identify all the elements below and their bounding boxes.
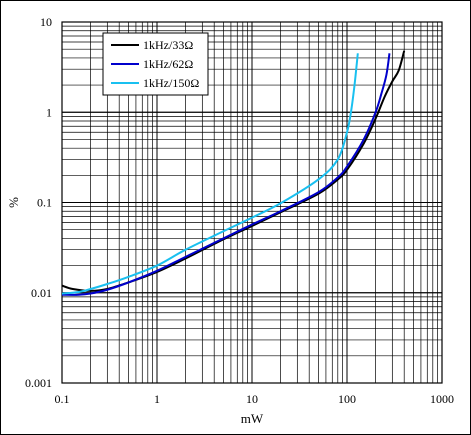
tick-labels: 0.1 1 10 100 1000 0.001 0.01 0.1 1 10 [25,15,454,406]
axis-titles: mW % [6,197,264,426]
x-tick-label: 1000 [430,392,454,406]
legend-label: 1kHz/62Ω [143,57,193,71]
y-tick-label: 1 [46,105,52,119]
y-tick-label: 0.01 [31,286,52,300]
series-lines [61,50,406,296]
legend: 1kHz/33Ω 1kHz/62Ω 1kHz/150Ω [102,32,209,96]
x-tick-label: 1 [154,392,160,406]
legend-label: 1kHz/33Ω [143,38,193,52]
x-tick-label: 100 [338,392,356,406]
x-axis-title: mW [241,411,264,426]
y-tick-label: 10 [40,15,52,29]
series-line-2 [61,53,391,296]
y-tick-label: 0.001 [25,376,52,390]
x-tick-label: 0.1 [55,392,70,406]
y-axis-title: % [6,197,21,208]
y-tick-label: 0.1 [37,196,52,210]
x-tick-label: 10 [246,392,258,406]
series-line-3 [61,53,359,295]
plot-border [61,21,443,384]
legend-label: 1kHz/150Ω [143,76,199,90]
